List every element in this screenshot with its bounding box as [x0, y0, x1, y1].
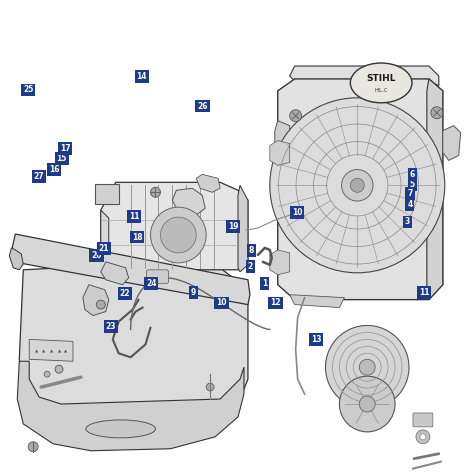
- Ellipse shape: [86, 420, 155, 438]
- Text: 27: 27: [34, 172, 45, 181]
- Text: 17: 17: [60, 144, 70, 153]
- Circle shape: [28, 442, 38, 452]
- Circle shape: [416, 430, 430, 444]
- Text: 16: 16: [49, 164, 59, 173]
- Text: 1: 1: [262, 279, 267, 288]
- Circle shape: [339, 376, 395, 432]
- Circle shape: [206, 383, 214, 391]
- Text: 15: 15: [56, 154, 67, 163]
- Polygon shape: [427, 79, 443, 300]
- Text: 14: 14: [137, 72, 147, 81]
- Circle shape: [431, 107, 443, 118]
- Text: 19: 19: [228, 222, 238, 231]
- Text: 3: 3: [405, 218, 410, 227]
- Circle shape: [342, 170, 373, 201]
- Circle shape: [270, 98, 445, 273]
- Text: 13: 13: [311, 335, 321, 344]
- Text: 7: 7: [407, 189, 413, 198]
- Text: 25: 25: [23, 85, 34, 94]
- Polygon shape: [29, 339, 73, 361]
- Circle shape: [326, 326, 409, 409]
- Text: ▲: ▲: [42, 349, 45, 353]
- Polygon shape: [19, 268, 248, 429]
- Text: ▲: ▲: [64, 349, 68, 353]
- Text: 18: 18: [132, 233, 142, 241]
- Text: 10: 10: [292, 208, 302, 217]
- Circle shape: [420, 434, 426, 440]
- Text: ▲: ▲: [35, 349, 38, 353]
- Circle shape: [96, 300, 105, 309]
- Circle shape: [359, 359, 375, 375]
- Text: 6: 6: [410, 170, 415, 179]
- Polygon shape: [101, 210, 109, 278]
- Circle shape: [350, 178, 365, 192]
- Text: HS..C: HS..C: [374, 88, 388, 93]
- Circle shape: [55, 365, 63, 373]
- Polygon shape: [270, 250, 290, 275]
- Polygon shape: [101, 182, 248, 270]
- Polygon shape: [290, 66, 439, 86]
- Circle shape: [290, 110, 301, 122]
- Polygon shape: [101, 262, 128, 285]
- Polygon shape: [443, 126, 461, 161]
- Text: ▲: ▲: [50, 349, 53, 353]
- Polygon shape: [83, 285, 109, 316]
- Text: 26: 26: [197, 101, 208, 110]
- Polygon shape: [17, 361, 244, 451]
- Polygon shape: [9, 248, 23, 270]
- Circle shape: [359, 396, 375, 412]
- Text: 21: 21: [99, 244, 109, 253]
- Polygon shape: [196, 174, 220, 192]
- Text: 11: 11: [129, 212, 139, 221]
- Text: 23: 23: [105, 322, 116, 331]
- Polygon shape: [11, 234, 250, 305]
- Text: 20: 20: [91, 251, 102, 260]
- Circle shape: [151, 207, 206, 263]
- FancyBboxPatch shape: [146, 270, 168, 284]
- Polygon shape: [290, 295, 345, 308]
- Text: 8: 8: [248, 246, 254, 255]
- Polygon shape: [278, 79, 443, 300]
- Text: 24: 24: [146, 279, 156, 288]
- Circle shape: [44, 371, 50, 377]
- Text: 10: 10: [216, 299, 227, 308]
- Text: 9: 9: [191, 288, 196, 297]
- Text: 12: 12: [270, 299, 281, 308]
- Text: 5: 5: [410, 180, 415, 189]
- Polygon shape: [270, 141, 290, 165]
- Text: 2: 2: [247, 262, 253, 271]
- Polygon shape: [275, 121, 290, 158]
- FancyBboxPatch shape: [95, 184, 118, 204]
- Text: 11: 11: [419, 288, 429, 297]
- Text: STIHL: STIHL: [366, 74, 396, 83]
- Polygon shape: [238, 185, 248, 272]
- Circle shape: [161, 217, 196, 253]
- Text: ▲: ▲: [57, 349, 61, 353]
- Text: 22: 22: [119, 289, 130, 298]
- Polygon shape: [173, 188, 205, 215]
- Circle shape: [151, 187, 161, 197]
- Ellipse shape: [350, 63, 412, 103]
- FancyBboxPatch shape: [413, 413, 433, 427]
- Text: 4: 4: [407, 201, 412, 210]
